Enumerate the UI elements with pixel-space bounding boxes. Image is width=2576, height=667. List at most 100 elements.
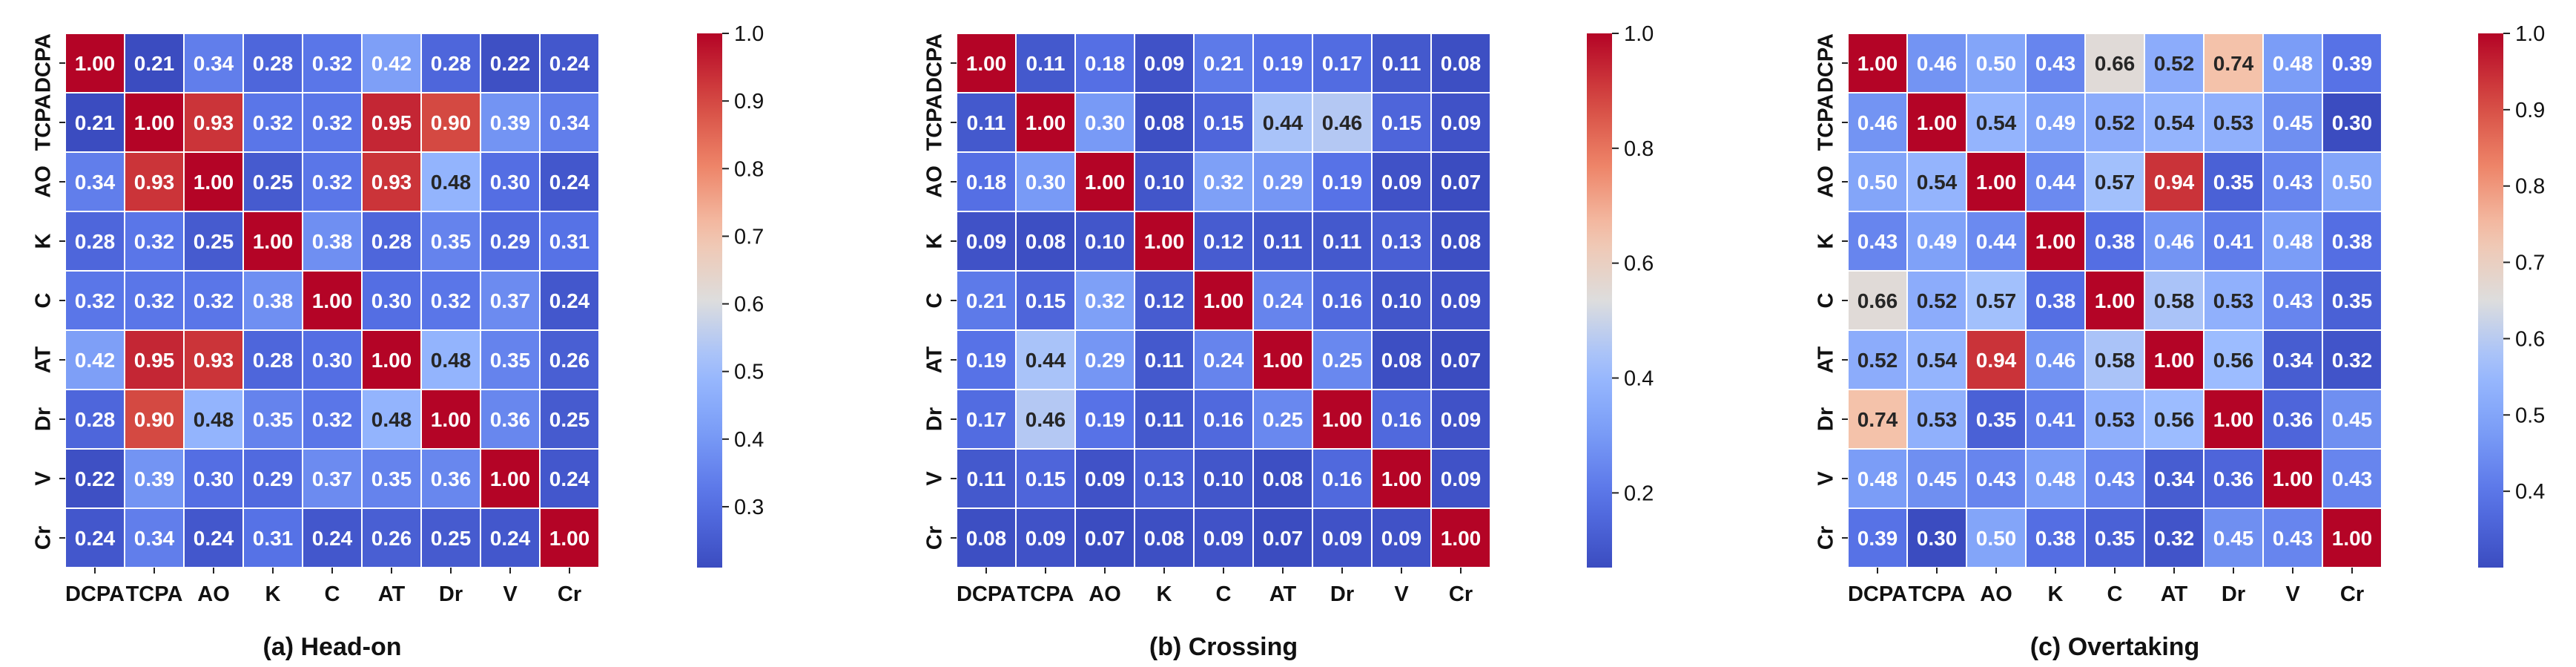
cell-value-label: 0.28 xyxy=(253,349,294,372)
x-tick-label: DCPA xyxy=(65,582,125,606)
cell-value-label: 0.39 xyxy=(134,467,175,490)
cell-value-label: 0.16 xyxy=(1322,467,1363,490)
cell-value-label: 0.07 xyxy=(1263,527,1304,550)
cell-value-label: 0.49 xyxy=(1917,230,1958,253)
cell-value-label: 0.24 xyxy=(312,527,353,550)
cell-value-label: 0.42 xyxy=(371,52,412,75)
cell-value-label: 0.46 xyxy=(1857,111,1898,134)
cell-value-label: 0.24 xyxy=(549,171,590,194)
heatmap-cell xyxy=(1252,448,1313,509)
heatmap-cell xyxy=(124,507,185,568)
cell-value-label: 0.09 xyxy=(966,230,1007,253)
heatmap-cell xyxy=(539,507,600,568)
cell-value-label: 0.21 xyxy=(1203,52,1244,75)
colorbar-tick-label: 0.6 xyxy=(1624,252,1654,276)
heatmap-cell xyxy=(1966,151,2027,212)
heatmap-cell xyxy=(242,211,303,272)
x-tick-label: Dr xyxy=(439,582,463,606)
heatmap-cell xyxy=(2084,448,2145,509)
heatmap-cell xyxy=(1906,33,1967,93)
cell-value-label: 1.00 xyxy=(431,408,472,431)
x-tick-label: V xyxy=(503,582,518,606)
cell-value-label: 0.32 xyxy=(194,289,234,312)
cell-value-label: 0.12 xyxy=(1144,289,1185,312)
cell-value-label: 0.22 xyxy=(75,467,116,490)
cell-value-label: 1.00 xyxy=(2095,289,2136,312)
cell-value-label: 1.00 xyxy=(2213,408,2254,431)
heatmap-cell xyxy=(420,448,481,509)
cell-value-label: 0.11 xyxy=(1382,52,1421,75)
cell-value-label: 1.00 xyxy=(1026,111,1066,134)
colorbar-tick-label: 0.4 xyxy=(734,428,764,452)
cell-value-label: 0.35 xyxy=(371,467,412,490)
cell-value-label: 1.00 xyxy=(75,52,116,75)
x-tick-label: DCPA xyxy=(957,582,1016,606)
heatmap-cell xyxy=(1074,270,1135,331)
cell-value-label: 0.43 xyxy=(2332,467,2373,490)
heatmap-cell xyxy=(539,92,600,153)
y-tick-label: AT xyxy=(32,346,56,373)
cell-value-label: 0.36 xyxy=(431,467,472,490)
cell-value-label: 0.25 xyxy=(194,230,234,253)
x-tick-label: K xyxy=(2048,582,2064,606)
cell-value-label: 0.34 xyxy=(2154,467,2195,490)
cell-value-label: 0.53 xyxy=(2213,289,2254,312)
heatmap-cell xyxy=(1906,151,1967,212)
cell-value-label: 0.35 xyxy=(2213,171,2254,194)
cell-value-label: 0.42 xyxy=(75,349,116,372)
x-tick-label: V xyxy=(1394,582,1409,606)
cell-value-label: 0.09 xyxy=(1441,408,1482,431)
cell-value-label: 0.08 xyxy=(1026,230,1066,253)
heatmap-cell xyxy=(242,507,303,568)
cell-value-label: 0.15 xyxy=(1026,289,1066,312)
cell-value-label: 0.11 xyxy=(1026,52,1066,75)
y-tick-label: DCPA xyxy=(1814,33,1838,93)
heatmap-cell xyxy=(183,329,244,390)
heatmap-cell xyxy=(539,270,600,331)
heatmap-cell xyxy=(1430,389,1491,450)
cell-value-label: 0.28 xyxy=(75,230,116,253)
cell-value-label: 0.36 xyxy=(490,408,531,431)
cell-value-label: 0.35 xyxy=(1976,408,2017,431)
cell-value-label: 1.00 xyxy=(1381,467,1422,490)
cell-value-label: 0.26 xyxy=(549,349,590,372)
cell-value-label: 0.32 xyxy=(431,289,472,312)
cell-value-label: 0.24 xyxy=(1203,349,1244,372)
cell-value-label: 0.44 xyxy=(1976,230,2017,253)
cell-value-label: 0.32 xyxy=(312,171,353,194)
heatmap-cell xyxy=(2144,448,2205,509)
cell-value-label: 0.43 xyxy=(1857,230,1898,253)
cell-value-label: 0.34 xyxy=(134,527,175,550)
heatmap-cell xyxy=(2084,92,2145,153)
cell-value-label: 0.10 xyxy=(1085,230,1126,253)
heatmap-cell xyxy=(2144,507,2205,568)
cell-value-label: 0.34 xyxy=(194,52,234,75)
heatmap-cell xyxy=(1193,151,1254,212)
cell-value-label: 0.41 xyxy=(2213,230,2254,253)
cell-value-label: 0.25 xyxy=(1322,349,1363,372)
colorbar-tick-label: 1.0 xyxy=(2515,22,2545,46)
cell-value-label: 0.15 xyxy=(1381,111,1422,134)
cell-value-label: 0.11 xyxy=(1145,349,1184,372)
heatmap-cell xyxy=(124,33,185,93)
heatmap-cell xyxy=(539,211,600,272)
cell-value-label: 0.48 xyxy=(2035,467,2076,490)
cell-value-label: 0.50 xyxy=(1976,527,2017,550)
cell-value-label: 0.93 xyxy=(371,171,412,194)
cell-value-label: 0.09 xyxy=(1441,111,1482,134)
heatmap-cell xyxy=(956,270,1017,331)
heatmap-cell xyxy=(1312,448,1373,509)
cell-value-label: 0.48 xyxy=(2273,230,2314,253)
heatmap-cell xyxy=(124,211,185,272)
cell-value-label: 0.09 xyxy=(1322,527,1363,550)
cell-value-label: 0.08 xyxy=(1441,52,1482,75)
cell-value-label: 0.46 xyxy=(1322,111,1363,134)
colorbar-tick-label: 0.8 xyxy=(1624,137,1654,161)
cell-value-label: 0.39 xyxy=(490,111,531,134)
cell-value-label: 0.45 xyxy=(2273,111,2314,134)
heatmap-cell xyxy=(65,329,125,390)
cell-value-label: 0.15 xyxy=(1026,467,1066,490)
cell-value-label: 0.24 xyxy=(490,527,531,550)
cell-value-label: 0.10 xyxy=(1381,289,1422,312)
y-tick-label: Dr xyxy=(1814,407,1838,431)
